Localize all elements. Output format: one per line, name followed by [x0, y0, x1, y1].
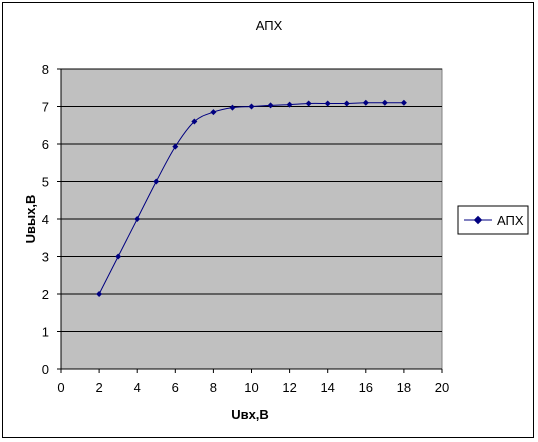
- x-tick-label: 18: [397, 380, 411, 395]
- data-point-marker: [305, 100, 312, 107]
- x-axis-label: Uвх,В: [231, 407, 269, 422]
- y-tick-label: 6: [42, 137, 49, 152]
- x-tick-label: 12: [282, 380, 296, 395]
- data-point-marker: [400, 99, 407, 106]
- y-axis-ticks: 0 1 2 3 4 5 6 7 8: [42, 62, 61, 377]
- series-group: [96, 99, 407, 297]
- x-tick-label: 8: [210, 380, 217, 395]
- x-tick-label: 16: [359, 380, 373, 395]
- legend: АПХ: [457, 205, 529, 235]
- y-tick-label: 3: [42, 250, 49, 265]
- y-tick-label: 7: [42, 100, 49, 115]
- legend-marker-icon: [473, 215, 483, 225]
- y-axis-label: Uвых,В: [23, 195, 38, 244]
- chart-title: АПХ: [256, 18, 283, 33]
- legend-label: АПХ: [497, 213, 524, 228]
- y-tick-label: 0: [42, 362, 49, 377]
- x-tick-label: 14: [320, 380, 334, 395]
- x-tick-label: 0: [57, 380, 64, 395]
- x-tick-label: 20: [435, 380, 449, 395]
- grid-lines: [61, 68, 442, 332]
- data-point-marker: [115, 253, 122, 260]
- data-point-marker: [210, 109, 217, 116]
- x-axis-ticks: 0 2 4 6 8 10 12 14 16 18 20: [57, 369, 449, 395]
- y-tick-label: 5: [42, 175, 49, 190]
- data-point-marker: [134, 216, 141, 222]
- data-point-marker: [172, 143, 179, 150]
- x-tick-label: 4: [134, 380, 141, 395]
- data-point-marker: [191, 118, 198, 125]
- x-tick-label: 10: [244, 380, 258, 395]
- x-tick-label: 2: [95, 380, 102, 395]
- y-tick-label: 4: [42, 212, 49, 227]
- data-point-marker: [267, 102, 274, 109]
- data-point-marker: [96, 291, 103, 297]
- data-point-marker: [153, 178, 160, 185]
- data-point-marker: [381, 99, 388, 106]
- data-point-marker: [324, 100, 331, 107]
- y-tick-label: 2: [42, 287, 49, 302]
- x-tick-label: 6: [172, 380, 179, 395]
- y-tick-label: 1: [42, 325, 49, 340]
- data-point-marker: [343, 100, 350, 107]
- data-point-marker: [229, 104, 236, 111]
- data-point-marker: [362, 99, 369, 106]
- y-tick-label: 8: [42, 62, 49, 77]
- data-point-marker: [248, 103, 255, 110]
- data-point-marker: [286, 101, 293, 108]
